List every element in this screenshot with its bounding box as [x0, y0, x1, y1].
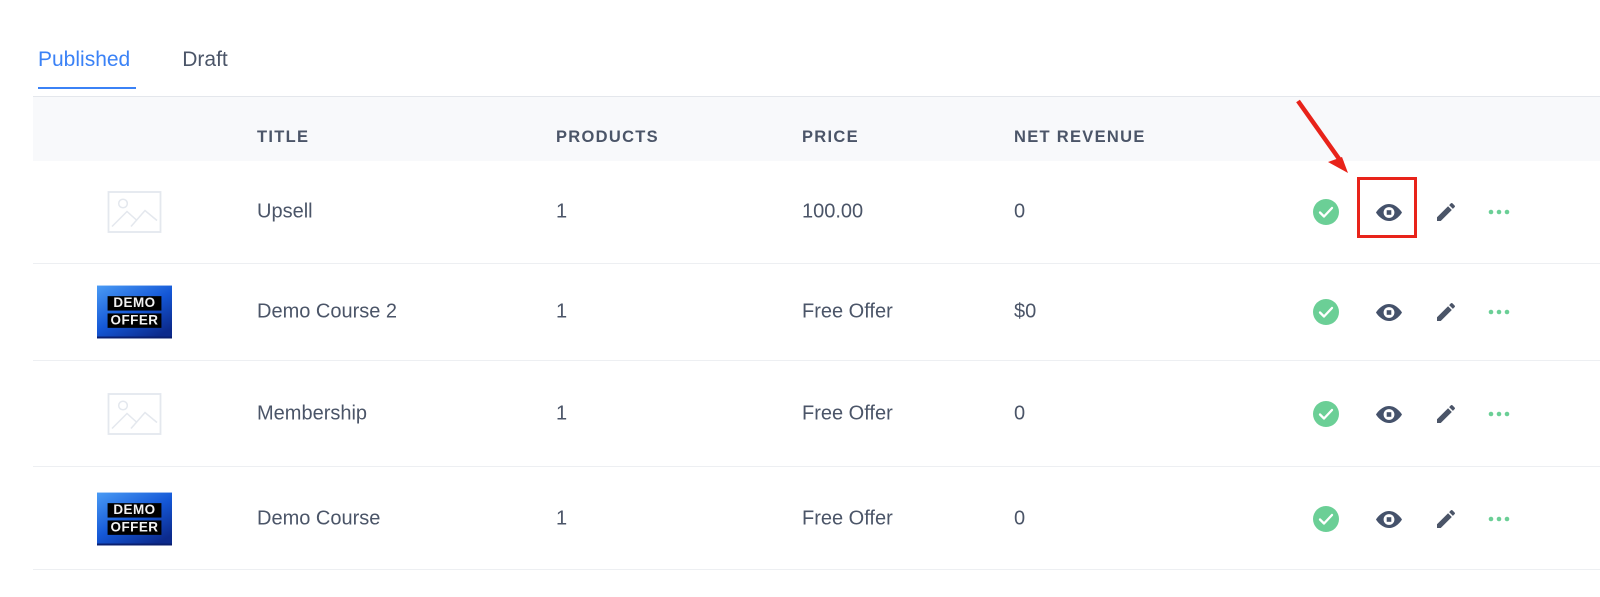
svg-text:OFFER: OFFER	[111, 313, 159, 328]
svg-text:DEMO: DEMO	[113, 502, 155, 517]
svg-text:DEMO: DEMO	[113, 295, 155, 310]
svg-text:OFFER: OFFER	[111, 519, 159, 534]
